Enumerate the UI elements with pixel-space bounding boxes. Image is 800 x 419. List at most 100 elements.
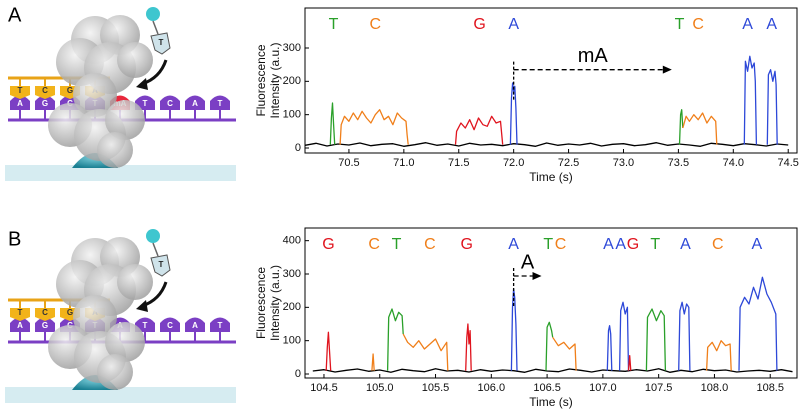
linker (152, 20, 159, 35)
fluorophore (146, 7, 160, 21)
base-shape (135, 95, 155, 110)
arrow-label: A (521, 251, 535, 273)
y-tick-label: 300 (283, 42, 301, 54)
x-tick-label: 72.5 (558, 157, 579, 169)
x-tick-label: 106.0 (478, 382, 506, 394)
x-tick-label: 108.5 (756, 382, 784, 394)
protein (117, 42, 153, 78)
protein (97, 354, 133, 390)
panel-label: B (8, 228, 21, 250)
x-tick-label: 106.5 (533, 382, 561, 394)
trace (606, 325, 613, 371)
base-shape (210, 317, 230, 332)
arrowhead (136, 78, 148, 90)
base-letter: T (143, 321, 148, 330)
base-letter: C (42, 308, 48, 317)
nucleotide (150, 254, 171, 277)
base-shape (160, 95, 180, 110)
x-tick-label: 107.5 (645, 382, 673, 394)
base-call: C (692, 16, 704, 33)
panel-label: A (8, 4, 22, 26)
arrow-head (662, 65, 672, 74)
x-axis-label: Time (s) (529, 170, 573, 184)
trace (304, 142, 789, 147)
trace (678, 109, 684, 145)
base-call: A (615, 236, 626, 253)
base-shape (10, 308, 30, 321)
trace (402, 333, 449, 371)
linker (152, 242, 159, 257)
base-shape (135, 317, 155, 332)
base-call: A (766, 16, 777, 33)
x-tick-label: 107.0 (589, 382, 617, 394)
trace (510, 288, 518, 371)
base-shape (160, 317, 180, 332)
fluorophore (146, 229, 160, 243)
protein (73, 73, 117, 117)
x-tick-label: 73.0 (613, 157, 634, 169)
nucleotide (150, 32, 171, 55)
illustration: AGCTmATCATTCGAT (5, 7, 236, 181)
y-tick-label: 0 (295, 142, 301, 154)
y-tick-label: 400 (283, 235, 301, 247)
x-axis-label: Time (s) (529, 395, 573, 409)
base-letter: G (67, 86, 73, 95)
base-shape (35, 86, 55, 99)
base-call: C (424, 236, 436, 253)
base-shape (10, 86, 30, 99)
trace (312, 368, 793, 373)
nucleotide-letter: T (159, 260, 164, 269)
trace (454, 115, 504, 145)
base-letter: T (18, 308, 23, 317)
illustration: AGCTATCATTCGAT (5, 229, 236, 403)
y-axis-label: Fluorescence (254, 44, 268, 116)
base-call: T (329, 16, 339, 33)
base-call: A (680, 236, 691, 253)
base-call: C (368, 236, 380, 253)
base-call: G (322, 236, 334, 253)
protein (105, 100, 145, 140)
arrow-label: mA (578, 45, 609, 67)
trace (371, 353, 375, 371)
base-shape (185, 317, 205, 332)
base-call: A (508, 236, 519, 253)
y-axis-label: Intensity (a.u.) (268, 42, 282, 118)
trace (766, 69, 778, 145)
trace (678, 301, 691, 371)
nucleotide-letter: T (159, 38, 164, 47)
protein (105, 322, 145, 362)
base-call: G (627, 236, 639, 253)
trace (509, 82, 518, 145)
x-tick-label: 72.0 (503, 157, 524, 169)
x-tick-label: 108.0 (701, 382, 729, 394)
x-tick-label: 74.0 (723, 157, 744, 169)
protein (73, 295, 117, 339)
base-shape (35, 308, 55, 321)
base-letter: G (42, 99, 48, 108)
base-shape (10, 317, 30, 332)
x-tick-label: 105.0 (366, 382, 394, 394)
y-tick-label: 100 (283, 109, 301, 121)
base-letter: T (218, 99, 223, 108)
x-tick-label: 73.5 (668, 157, 689, 169)
trace (738, 276, 778, 371)
y-tick-label: 100 (283, 335, 301, 347)
base-shape (35, 95, 55, 110)
base-call: C (712, 236, 724, 253)
trace (682, 112, 718, 145)
y-tick-label: 200 (283, 301, 301, 313)
base-letter: C (167, 99, 173, 108)
base-letter: C (167, 321, 173, 330)
base-call: C (555, 236, 567, 253)
trace (545, 321, 554, 371)
base-call: T (543, 236, 553, 253)
trace (339, 109, 409, 145)
base-letter: G (67, 308, 73, 317)
trace (552, 336, 577, 371)
base-call: G (461, 236, 473, 253)
arrow-head (532, 272, 542, 280)
trace (465, 323, 472, 371)
protein (117, 264, 153, 300)
base-call: A (603, 236, 614, 253)
base-call: T (675, 16, 685, 33)
